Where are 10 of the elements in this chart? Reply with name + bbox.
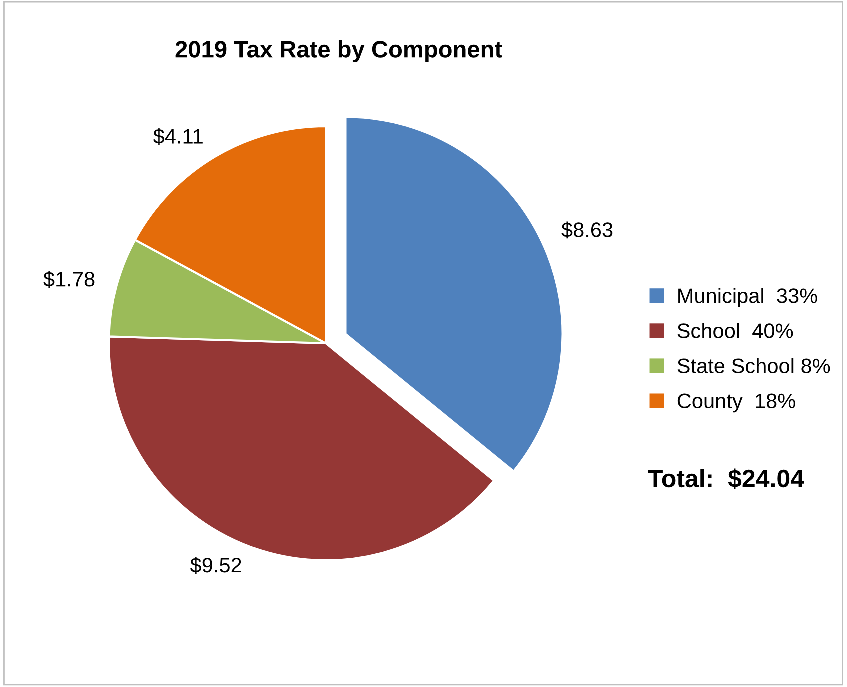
legend-label: School 40% <box>678 323 794 338</box>
legend-label: Municipal 33% <box>678 288 818 308</box>
data-label: $4.11 <box>154 128 203 146</box>
legend-label: State School 8% <box>678 358 830 374</box>
chart-title: 2019 Tax Rate by Component <box>176 40 502 63</box>
data-label: $8.63 <box>562 222 613 239</box>
text: Total: $24.04 <box>648 468 804 490</box>
data-label: $9.52 <box>190 557 242 574</box>
legend-label: County 18% <box>678 394 796 413</box>
data-label: $1.78 <box>44 271 95 288</box>
